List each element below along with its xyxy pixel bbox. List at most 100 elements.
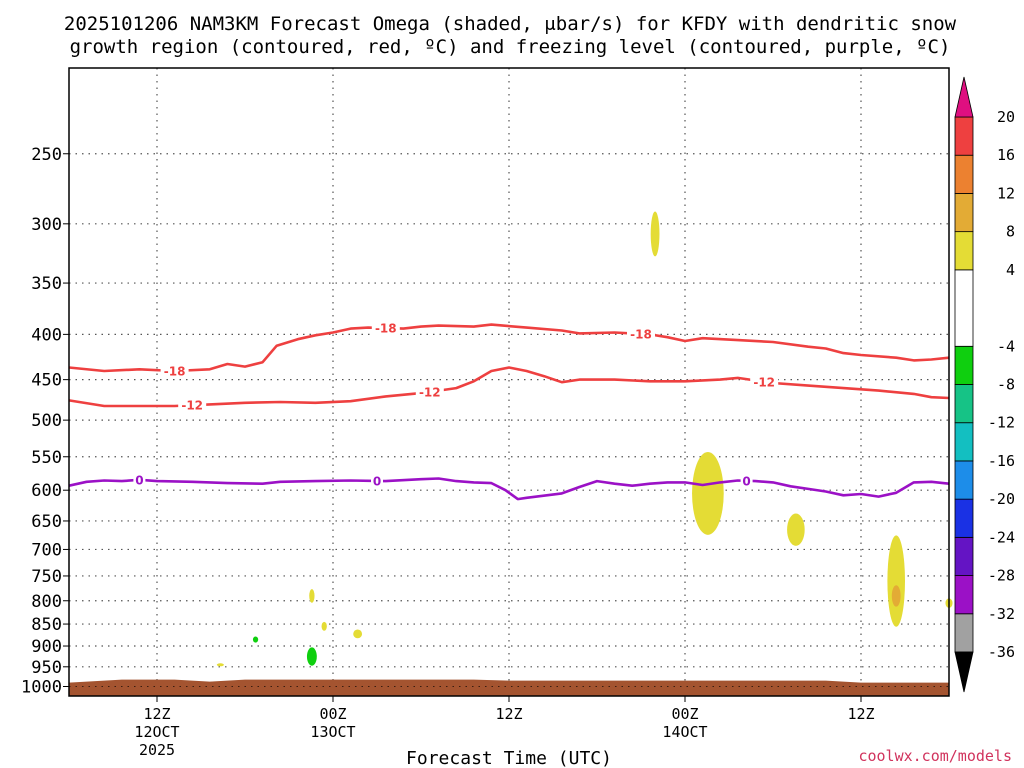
y-tick-label-400: 400: [31, 325, 62, 345]
colorbar-tick-6: -8: [997, 376, 1015, 394]
y-tick-label-250: 250: [31, 145, 62, 165]
y-tick-label-650: 650: [31, 512, 62, 532]
colorbar-bin-2: [954, 536, 974, 576]
colorbar-tick-0: 20: [997, 108, 1015, 126]
colorbar-tick-1: 16: [997, 146, 1015, 164]
x-tick-date-3: 14OCT: [662, 723, 707, 741]
x-tick-label-3: 00Z: [671, 705, 698, 723]
colorbar-bin-9: [954, 231, 974, 271]
colorbar-tick-10: -24: [988, 528, 1015, 546]
contour-minus18-label-bg-1: [371, 321, 400, 336]
y-tick-label-850: 850: [31, 615, 62, 635]
colorbar-tick-3: 8: [1006, 223, 1015, 241]
contour-zero-label-bg-0: [133, 472, 146, 487]
y-axis-pressure: 2503003504004505005506006507007508008509…: [21, 145, 69, 698]
contour-zero: [68, 477, 950, 501]
colorbar-bin-8: [954, 269, 974, 347]
colorbar-bin-10: [954, 193, 974, 233]
colorbar: 20 16 12 8 4 -4 -8 -12 -16 -20 -24 -28 -32 -36: [954, 76, 1015, 693]
colorbar-tick-11: -28: [988, 567, 1015, 585]
omega-blob-600mb: [692, 451, 724, 535]
colorbar-tick-7: -12: [988, 414, 1015, 432]
x-tick-date-1: 13OCT: [310, 723, 355, 741]
omega-blob-875mb: [353, 629, 363, 639]
y-tick-label-750: 750: [31, 567, 62, 587]
omega-shading: [216, 211, 953, 667]
contour-minus12-label-1: -12: [419, 385, 441, 399]
y-tick-label-800: 800: [31, 592, 62, 612]
colorbar-bin-5: [954, 422, 974, 462]
colorbar-tick-9: -20: [988, 490, 1015, 508]
contour-zero-label-bg-2: [740, 473, 753, 488]
colorbar-bin-7: [954, 345, 974, 385]
contour-minus18: [68, 323, 950, 373]
omega-blob-neg-925mb: [306, 647, 317, 666]
colorbar-bin-11: [954, 154, 974, 194]
terrain-layer: [69, 679, 949, 696]
y-tick-label-550: 550: [31, 448, 62, 468]
colorbar-bin-12: [954, 116, 974, 156]
omega-blob-790mb-core: [891, 585, 901, 607]
plot-area: -18 -18 -18 -12 -12 -12 0 0 0: [68, 67, 953, 697]
x-tick-label-4: 12Z: [847, 705, 874, 723]
contour-minus12-label-2: -12: [753, 375, 775, 389]
colorbar-bin-3: [954, 498, 974, 538]
contour-zero-label-bg-1: [371, 473, 383, 488]
y-tick-label-950: 950: [31, 658, 62, 678]
colorbar-tick-4: 4: [1006, 261, 1015, 279]
contour-minus12-label-bg-1: [415, 384, 444, 399]
x-tick-date-0: 12OCT: [134, 723, 179, 741]
contour-minus12-label-0: -12: [181, 399, 203, 413]
contour-zero-label-2: 0: [742, 474, 750, 488]
y-tick-label-700: 700: [31, 540, 62, 560]
y-tick-label-450: 450: [31, 371, 62, 391]
omega-blob-945mb: [216, 663, 224, 667]
contour-minus18-label-bg-2: [627, 326, 655, 341]
chart-title-line2: growth region (contoured, red, ºC) and f…: [70, 36, 951, 58]
contour-minus18-label-2: -18: [630, 327, 652, 341]
chart-title-line1: 2025101206 NAM3KM Forecast Omega (shaded…: [64, 13, 957, 35]
y-tick-label-500: 500: [31, 411, 62, 431]
x-tick-label-1: 00Z: [319, 705, 346, 723]
omega-blob-650mb: [787, 513, 805, 546]
colorbar-tick-2: 12: [997, 184, 1015, 202]
x-axis-label: Forecast Time (UTC): [406, 748, 612, 768]
contour-minus12-label-bg-2: [750, 374, 779, 389]
y-tick-label-900: 900: [31, 637, 62, 657]
contour-minus12: [68, 366, 950, 408]
y-tick-label-300: 300: [31, 215, 62, 235]
colorbar-bottom-arrow: [954, 651, 974, 693]
colorbar-tick-13: -36: [988, 643, 1015, 661]
colorbar-bin-1: [954, 575, 974, 615]
terrain-fill: [69, 679, 949, 696]
omega-blob-860mb: [321, 621, 327, 631]
omega-blob-750mb-east: [887, 535, 905, 627]
colorbar-top-arrow: [954, 76, 974, 118]
colorbar-bin-0: [954, 613, 974, 653]
colorbar-bin-6: [954, 384, 974, 424]
contour-zero-label-0: 0: [135, 473, 143, 487]
contour-minus18-label-bg-0: [160, 364, 189, 379]
omega-blob-300mb: [650, 211, 660, 257]
contour-minus18-label-1: -18: [375, 322, 397, 336]
credit-text: coolwx.com/models: [858, 747, 1012, 765]
colorbar-bin-4: [954, 460, 974, 500]
colorbar-tick-8: -16: [988, 452, 1015, 470]
y-tick-label-350: 350: [31, 274, 62, 294]
y-tick-label-600: 600: [31, 481, 62, 501]
y-tick-label-1000: 1000: [21, 678, 62, 698]
x-tick-label-0: 12Z: [143, 705, 170, 723]
contour-zero-label-1: 0: [373, 474, 381, 488]
grid-lines: [69, 68, 949, 696]
omega-blob-neg-885mb: [252, 636, 259, 643]
x-tick-year-0: 2025: [139, 741, 175, 759]
colorbar-tick-12: -32: [988, 605, 1015, 623]
colorbar-tick-5: -4: [997, 337, 1015, 355]
contour-minus18-label-0: -18: [164, 365, 186, 379]
contour-lines: -18 -18 -18 -12 -12 -12 0 0 0: [68, 321, 950, 501]
omega-blob-800mb-west: [309, 589, 315, 603]
contour-minus12-label-bg-0: [178, 398, 207, 413]
x-tick-label-2: 12Z: [495, 705, 522, 723]
